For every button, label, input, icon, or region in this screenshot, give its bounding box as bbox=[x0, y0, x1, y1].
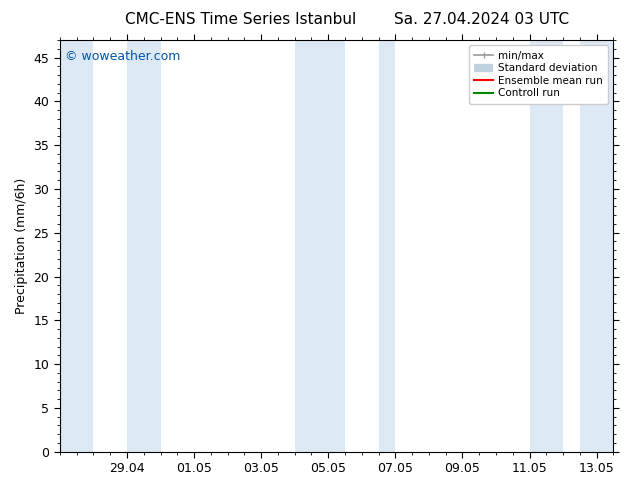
Bar bbox=[60, 40, 93, 452]
Text: CMC-ENS Time Series Istanbul: CMC-ENS Time Series Istanbul bbox=[126, 12, 356, 27]
Bar bbox=[529, 40, 563, 452]
Bar bbox=[378, 40, 396, 452]
Bar bbox=[127, 40, 160, 452]
Bar bbox=[580, 40, 614, 452]
Text: Sa. 27.04.2024 03 UTC: Sa. 27.04.2024 03 UTC bbox=[394, 12, 569, 27]
Legend: min/max, Standard deviation, Ensemble mean run, Controll run: min/max, Standard deviation, Ensemble me… bbox=[469, 46, 608, 103]
Bar bbox=[295, 40, 345, 452]
Text: © woweather.com: © woweather.com bbox=[65, 50, 181, 63]
Y-axis label: Precipitation (mm/6h): Precipitation (mm/6h) bbox=[15, 178, 28, 314]
